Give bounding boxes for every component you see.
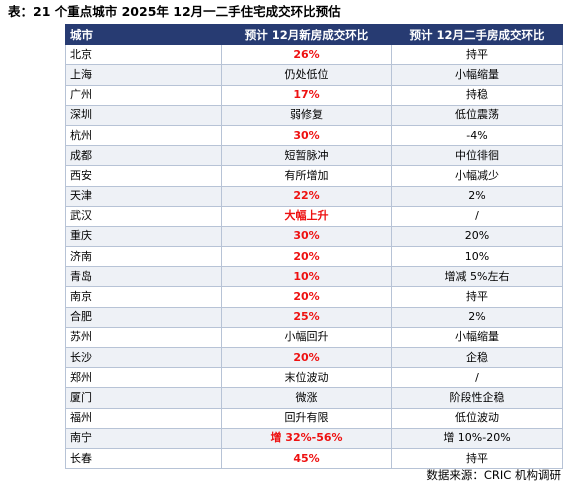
new-home-forecast-cell: 20% xyxy=(221,286,392,308)
second-hand-forecast-cell: 持稳 xyxy=(391,84,563,106)
new-home-forecast-cell: 30% xyxy=(221,124,392,147)
table-row: 厦门 微涨 阶段性企稳 xyxy=(65,387,563,409)
new-home-forecast-cell: 有所增加 xyxy=(221,165,392,187)
table-row: 西安 有所增加 小幅减少 xyxy=(65,165,563,187)
table-row: 重庆 30% 20% xyxy=(65,225,563,248)
second-hand-forecast-cell: 中位徘徊 xyxy=(391,145,563,167)
new-home-forecast-cell: 20% xyxy=(221,246,392,268)
city-forecast-table: 城市 预计 12月新房成交环比 预计 12月二手房成交环比 北京 26% 持平 上海仍… xyxy=(65,23,563,470)
city-cell: 西安 xyxy=(65,165,222,187)
table-row: 南京 20% 持平 xyxy=(65,286,563,308)
city-cell: 武汉 xyxy=(65,205,222,227)
city-cell: 苏州 xyxy=(65,326,222,349)
city-cell: 杭州 xyxy=(65,124,222,147)
new-home-forecast-cell: 17% xyxy=(221,84,392,106)
table-row: 福州 回升有限 低位波动 xyxy=(65,407,563,429)
city-cell: 深圳 xyxy=(65,104,222,126)
table-row: 郑州 末位波动 / xyxy=(65,367,563,389)
city-cell: 郑州 xyxy=(65,367,222,389)
second-hand-forecast-cell: 低位震荡 xyxy=(391,104,563,126)
second-hand-forecast-cell: -4% xyxy=(391,124,563,147)
city-cell: 青岛 xyxy=(65,266,222,288)
city-cell: 南宁 xyxy=(65,427,222,449)
new-home-forecast-cell: 末位波动 xyxy=(221,367,392,389)
data-source-note: 数据来源：CRIC 机构调研 xyxy=(426,468,561,482)
second-hand-forecast-cell: 低位波动 xyxy=(391,407,563,429)
second-hand-forecast-cell: 小幅缩量 xyxy=(391,64,563,86)
city-cell: 北京 xyxy=(65,44,222,66)
table-row: 武汉 大幅上升 / xyxy=(65,205,563,227)
new-home-forecast-cell: 22% xyxy=(221,185,392,207)
second-hand-forecast-cell: / xyxy=(391,205,563,227)
city-cell: 广州 xyxy=(65,84,222,106)
second-hand-forecast-cell: 持平 xyxy=(391,447,563,470)
second-hand-forecast-cell: 持平 xyxy=(391,286,563,308)
city-cell: 厦门 xyxy=(65,387,222,409)
column-header-city: 城市 xyxy=(65,23,222,46)
new-home-forecast-cell: 10% xyxy=(221,266,392,288)
new-home-forecast-cell: 仍处低位 xyxy=(221,64,392,86)
city-cell: 合肥 xyxy=(65,306,222,328)
new-home-forecast-cell: 大幅上升 xyxy=(221,205,392,227)
second-hand-forecast-cell: 2% xyxy=(391,306,563,328)
second-hand-forecast-cell: / xyxy=(391,367,563,389)
table-row: 广州 17% 持稳 xyxy=(65,84,563,106)
table-row: 杭州 30% -4% xyxy=(65,124,563,147)
new-home-forecast-cell: 30% xyxy=(221,225,392,248)
table-row: 长春 45% 持平 xyxy=(65,447,563,470)
city-cell: 南京 xyxy=(65,286,222,308)
table-title: 表：21 个重点城市 2025年 12月一二手住宅成交环比预估 xyxy=(8,4,341,19)
new-home-forecast-cell: 短暂脉冲 xyxy=(221,145,392,167)
city-cell: 济南 xyxy=(65,246,222,268)
table-row: 南宁增 32%-56% 增 10%-20% xyxy=(65,427,563,449)
city-cell: 福州 xyxy=(65,407,222,429)
new-home-forecast-cell: 小幅回升 xyxy=(221,326,392,349)
new-home-forecast-cell: 20% xyxy=(221,346,392,369)
column-header-new-home: 预计 12月新房成交环比 xyxy=(221,23,392,46)
table-row: 深圳 弱修复 低位震荡 xyxy=(65,104,563,126)
new-home-forecast-cell: 26% xyxy=(221,44,392,66)
table-row: 天津 22% 2% xyxy=(65,185,563,207)
column-header-second-hand: 预计 12月二手房成交环比 xyxy=(391,23,563,46)
second-hand-forecast-cell: 增减 5%左右 xyxy=(391,266,563,288)
second-hand-forecast-cell: 持平 xyxy=(391,44,563,66)
new-home-forecast-cell: 微涨 xyxy=(221,387,392,409)
city-cell: 长春 xyxy=(65,447,222,470)
table-row: 合肥 25% 2% xyxy=(65,306,563,328)
table-row: 青岛 10% 增减 5%左右 xyxy=(65,266,563,288)
table-row: 济南 20% 10% xyxy=(65,246,563,268)
city-cell: 天津 xyxy=(65,185,222,207)
second-hand-forecast-cell: 阶段性企稳 xyxy=(391,387,563,409)
new-home-forecast-cell: 弱修复 xyxy=(221,104,392,126)
table-row: 成都 短暂脉冲 中位徘徊 xyxy=(65,145,563,167)
second-hand-forecast-cell: 2% xyxy=(391,185,563,207)
new-home-forecast-cell: 45% xyxy=(221,447,392,470)
table-row: 长沙 20% 企稳 xyxy=(65,346,563,369)
table-header-row: 城市 预计 12月新房成交环比 预计 12月二手房成交环比 xyxy=(65,23,563,46)
city-cell: 长沙 xyxy=(65,346,222,369)
second-hand-forecast-cell: 20% xyxy=(391,225,563,248)
city-cell: 重庆 xyxy=(65,225,222,248)
table-body: 北京 26% 持平 上海 仍处低位 小幅缩量 广州 17% 持稳 深圳 弱修复 低位震荡 杭州 30% -4… xyxy=(65,44,563,470)
second-hand-forecast-cell: 增 10%-20% xyxy=(391,427,563,449)
table-row: 上海 仍处低位 小幅缩量 xyxy=(65,64,563,86)
city-cell: 上海 xyxy=(65,64,222,86)
new-home-forecast-cell: 回升有限 xyxy=(221,407,392,429)
table-row: 北京 26% 持平 xyxy=(65,44,563,66)
second-hand-forecast-cell: 小幅缩量 xyxy=(391,326,563,349)
second-hand-forecast-cell: 10% xyxy=(391,246,563,268)
table-row: 苏州 小幅回升 小幅缩量 xyxy=(65,326,563,349)
city-cell: 成都 xyxy=(65,145,222,167)
new-home-forecast-cell: 增 32%-56% xyxy=(221,427,392,449)
second-hand-forecast-cell: 小幅减少 xyxy=(391,165,563,187)
new-home-forecast-cell: 25% xyxy=(221,306,392,328)
second-hand-forecast-cell: 企稳 xyxy=(391,346,563,369)
